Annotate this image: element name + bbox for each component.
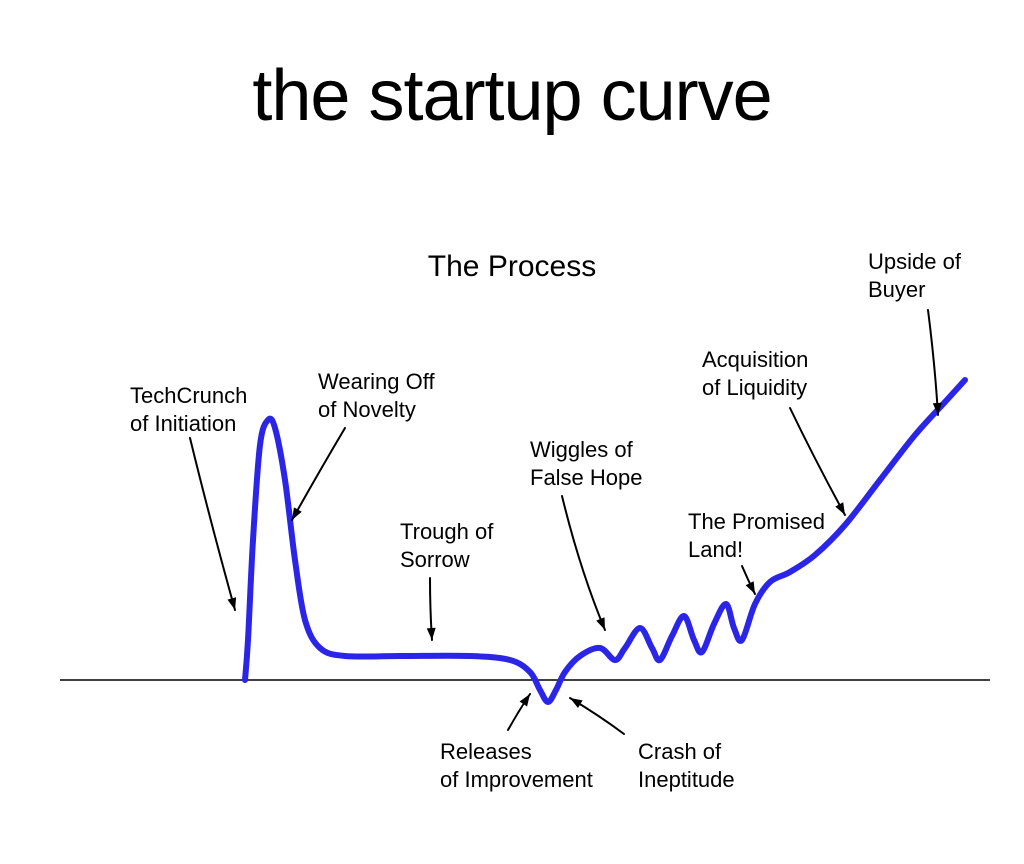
annotation-crash-of-ineptitude: Crash of Ineptitude: [638, 738, 735, 793]
crash-of-ineptitude-arrowhead: [570, 698, 583, 708]
the-promised-land-arrowhead: [746, 581, 755, 594]
upside-of-buyer-arrow: [928, 310, 938, 415]
acquisition-of-liquidity-arrowhead: [835, 502, 845, 515]
startup-curve-line: [245, 380, 965, 702]
acquisition-of-liquidity-arrow: [790, 408, 845, 515]
annotation-releases-of-improvement: Releases of Improvement: [440, 738, 593, 793]
wiggles-of-false-hope-arrow: [562, 496, 605, 630]
releases-of-improvement-arrowhead: [520, 694, 530, 706]
annotation-the-promised-land: The Promised Land!: [688, 508, 825, 563]
techcrunch-of-initiation-arrow: [190, 438, 235, 610]
trough-of-sorrow-arrowhead: [427, 628, 436, 640]
annotation-acquisition-of-liquidity: Acquisition of Liquidity: [702, 346, 808, 401]
annotation-wearing-off-of-novelty: Wearing Off of Novelty: [318, 368, 435, 423]
wearing-off-of-novelty-arrowhead: [292, 507, 302, 520]
annotation-trough-of-sorrow: Trough of Sorrow: [400, 518, 493, 573]
wearing-off-of-novelty-arrow: [292, 428, 345, 520]
annotation-wiggles-of-false-hope: Wiggles of False Hope: [530, 436, 643, 491]
annotation-upside-of-buyer: Upside of Buyer: [868, 248, 961, 303]
techcrunch-of-initiation-arrowhead: [227, 597, 236, 610]
wiggles-of-false-hope-arrowhead: [596, 617, 605, 630]
annotation-techcrunch-of-initiation: TechCrunch of Initiation: [130, 382, 247, 437]
